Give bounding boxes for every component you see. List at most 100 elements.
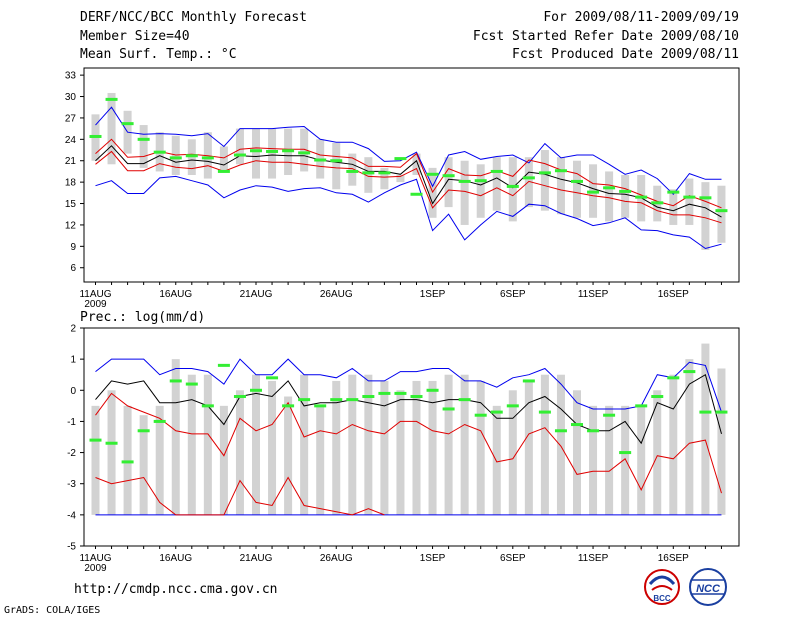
y-tick-label: 0 xyxy=(70,386,76,397)
forecast-period: For 2009/08/11-2009/09/19 xyxy=(543,10,739,25)
ensemble-mean-marker xyxy=(282,404,295,408)
member-spread-box xyxy=(348,153,357,186)
ensemble-mean-marker xyxy=(410,395,423,399)
ensemble-mean-marker xyxy=(506,184,519,188)
member-spread-box xyxy=(235,390,244,515)
ensemble-mean-marker xyxy=(699,196,712,200)
member-spread-box xyxy=(203,374,212,515)
ensemble-mean-marker xyxy=(474,179,487,183)
ensemble-mean-marker xyxy=(667,190,680,194)
y-tick-label: -4 xyxy=(67,510,76,521)
ensemble-mean-marker xyxy=(266,376,279,380)
member-spread-box xyxy=(573,390,581,515)
member-spread-box xyxy=(540,150,549,211)
ensemble-mean-marker xyxy=(442,174,455,178)
member-spread-box xyxy=(412,153,421,175)
ensemble-mean-marker xyxy=(442,407,455,411)
median-line xyxy=(95,373,722,445)
ensemble-mean-marker xyxy=(571,423,583,427)
member-spread-box xyxy=(589,405,598,515)
member-spread-box xyxy=(508,157,517,222)
member-spread-box xyxy=(444,157,453,208)
ensemble-mean-marker xyxy=(458,398,471,402)
source-url[interactable]: http://cmdp.ncc.cma.gov.cn xyxy=(74,582,278,597)
ensemble-mean-marker xyxy=(105,441,118,445)
member-spread-box xyxy=(219,146,228,172)
ensemble-mean-marker xyxy=(362,171,375,175)
y-tick-label: 9 xyxy=(70,242,76,253)
grads-credit: GrADS: COLA/IGES xyxy=(4,605,101,616)
x-tick-label: 16SEP xyxy=(658,553,689,564)
ensemble-mean-marker xyxy=(169,156,182,160)
ensemble-mean-marker xyxy=(538,171,551,175)
member-spread-box xyxy=(139,125,148,168)
temperature-means xyxy=(89,97,728,213)
forecast-started-date: Fcst Started Refer Date 2009/08/10 xyxy=(472,29,739,44)
ensemble-mean-marker xyxy=(410,192,423,196)
member-spread-box xyxy=(107,390,116,515)
y-tick-label: 6 xyxy=(70,263,76,274)
member-spread-box xyxy=(701,343,710,515)
member-spread-box xyxy=(235,128,244,165)
ensemble-mean-marker xyxy=(185,154,198,158)
ensemble-mean-marker xyxy=(683,195,696,199)
precipitation-means xyxy=(89,363,728,464)
y-tick-label: 2 xyxy=(70,324,76,335)
member-spread-box xyxy=(669,374,678,515)
ensemble-mean-marker xyxy=(89,134,102,138)
ensemble-mean-marker xyxy=(571,179,583,183)
x-tick-label: 6SEP xyxy=(500,553,526,564)
ensemble-mean-marker xyxy=(217,363,230,367)
member-spread-box xyxy=(524,157,533,208)
ensemble-mean-marker xyxy=(715,410,728,414)
member-spread-box xyxy=(492,405,501,515)
ensemble-mean-marker xyxy=(587,429,600,433)
ensemble-mean-marker xyxy=(394,157,407,161)
ensemble-mean-marker xyxy=(250,388,262,392)
ensemble-mean-marker xyxy=(683,370,696,374)
x-tick-label: 16SEP xyxy=(658,289,689,300)
ensemble-mean-marker xyxy=(474,413,487,417)
ensemble-mean-marker xyxy=(651,201,664,205)
ensemble-mean-marker xyxy=(298,398,311,402)
precipitation-lines xyxy=(95,358,722,516)
ensemble-mean-marker xyxy=(538,410,551,414)
member-spread-box xyxy=(364,157,373,193)
q3-line xyxy=(95,138,722,209)
x-tick-label: 11AUG xyxy=(79,289,111,300)
ensemble-mean-marker xyxy=(603,413,616,417)
ensemble-mean-marker xyxy=(378,391,391,395)
member-spread-box xyxy=(701,182,710,250)
x-tick-label: 11AUG xyxy=(79,553,111,564)
ensemble-mean-marker xyxy=(667,376,680,380)
bcc-logo: BCC xyxy=(644,569,680,605)
ensemble-mean-marker xyxy=(298,151,311,155)
ensemble-mean-marker xyxy=(394,391,407,395)
member-spread-box xyxy=(171,359,180,515)
y-tick-label: -2 xyxy=(67,448,76,459)
member-spread-box xyxy=(508,390,517,515)
ensemble-mean-marker xyxy=(635,195,648,199)
q1-line xyxy=(95,150,722,224)
y-tick-label: 21 xyxy=(65,156,77,167)
ncc-logo-text: NCC xyxy=(696,583,721,595)
y-tick-label: 12 xyxy=(65,220,77,231)
member-spread-box xyxy=(669,189,678,225)
member-spread-box xyxy=(91,405,100,515)
ensemble-mean-marker xyxy=(522,176,535,180)
ensemble-mean-marker xyxy=(201,156,214,160)
y-tick-label: 33 xyxy=(65,71,77,82)
y-tick-label: -3 xyxy=(67,479,76,490)
ensemble-mean-marker xyxy=(153,150,166,154)
member-spread-box xyxy=(476,164,485,218)
y-tick-label: 18 xyxy=(65,178,77,189)
ensemble-mean-marker xyxy=(426,388,439,392)
member-spread-box xyxy=(573,160,581,218)
ensemble-mean-marker xyxy=(651,395,664,399)
x-tick-label: 16AUG xyxy=(159,553,192,564)
member-spread-box xyxy=(284,396,293,515)
